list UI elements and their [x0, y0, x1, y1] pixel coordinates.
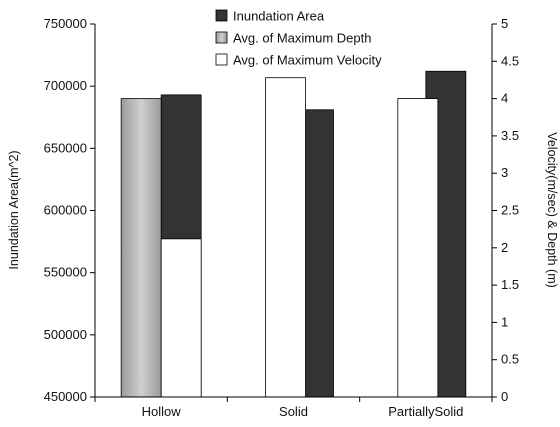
y2-tick-label: 4.5: [501, 53, 519, 68]
axes-layer: [90, 23, 497, 402]
x-tick-label: PartiallySolid: [388, 404, 463, 419]
y-axis-label: Inundation Area(m^2): [7, 150, 21, 269]
y-tick-label: 550000: [44, 265, 87, 280]
y2-tick-label: 2: [501, 240, 508, 255]
bar-avg-max-velocity-0: [160, 238, 202, 398]
bar-avg-max-velocity-1: [265, 77, 306, 398]
y-tick-label: 650000: [44, 140, 87, 155]
y-tick-label: 500000: [44, 327, 87, 342]
x-tick-label: Hollow: [142, 404, 182, 419]
bars-layer: [120, 70, 467, 398]
legend-swatch-1: [215, 31, 228, 44]
y2-axis-label: Velocity(m/sec) & Depth (m): [545, 132, 559, 288]
legend-swatch-2: [215, 53, 228, 66]
y2-tick-label: 1: [501, 314, 508, 329]
legend-label-2: Avg. of Maximum Velocity: [233, 53, 382, 68]
y2-tick-label: 5: [501, 16, 508, 31]
bar-avg-max-velocity-2: [397, 98, 439, 398]
y2-tick-label: 4: [501, 91, 508, 106]
tick-labels-layer: 450000 500000 550000 600000 650000 700000 7500…: [44, 16, 519, 419]
y2-tick-label: 0.5: [501, 352, 519, 367]
y2-tick-label: 1.5: [501, 277, 519, 292]
y-tick-label: 600000: [44, 203, 87, 218]
y-tick-label: 750000: [44, 16, 87, 31]
legend: Inundation Area Avg. of Maximum Depth Avg.…: [215, 9, 382, 68]
y2-tick-label: 3: [501, 165, 508, 180]
y2-tick-label: 3.5: [501, 128, 519, 143]
bar-avg-max-depth-0: [120, 98, 162, 398]
y-tick-label: 450000: [44, 389, 87, 404]
y-tick-label: 700000: [44, 78, 87, 93]
y2-tick-label: 2.5: [501, 203, 519, 218]
x-tick-label: Solid: [279, 404, 308, 419]
y2-tick-label: 0: [501, 389, 508, 404]
legend-label-0: Inundation Area: [233, 9, 325, 24]
legend-label-1: Avg. of Maximum Depth: [233, 31, 371, 46]
legend-swatch-0: [215, 9, 228, 22]
